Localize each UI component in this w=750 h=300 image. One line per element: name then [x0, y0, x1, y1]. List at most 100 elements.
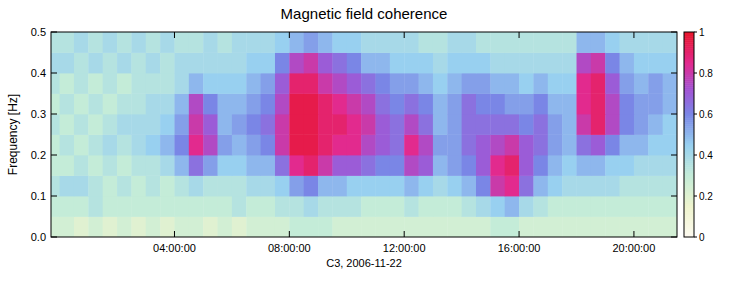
cell	[103, 32, 118, 53]
cell	[548, 94, 563, 115]
cell	[332, 73, 347, 94]
cell	[332, 53, 347, 74]
cell	[433, 94, 448, 115]
cell	[462, 155, 477, 176]
cell	[289, 114, 304, 135]
x-tick	[404, 231, 405, 237]
cell	[261, 176, 276, 197]
cell	[117, 196, 132, 217]
cell	[131, 135, 146, 156]
cell	[275, 94, 290, 115]
cell	[304, 73, 319, 94]
cell	[174, 217, 189, 238]
cell	[375, 53, 390, 74]
cell	[634, 73, 649, 94]
cell	[332, 135, 347, 156]
cell	[289, 217, 304, 238]
y-tick	[671, 155, 677, 156]
cell	[433, 73, 448, 94]
cell	[505, 217, 520, 238]
cell	[390, 73, 405, 94]
cell	[232, 135, 247, 156]
cell	[634, 217, 649, 238]
cell	[246, 73, 261, 94]
cell	[51, 32, 60, 53]
cell	[476, 53, 491, 74]
cell	[476, 196, 491, 217]
y-tick-label: 0.5	[31, 26, 46, 38]
cell	[189, 114, 204, 135]
cell	[562, 135, 577, 156]
cell	[562, 155, 577, 176]
cell	[117, 155, 132, 176]
cell	[51, 73, 60, 94]
cell	[620, 73, 635, 94]
x-tick-label: 08:00:00	[268, 242, 311, 254]
cell	[88, 94, 103, 115]
cell	[375, 73, 390, 94]
cell	[203, 53, 218, 74]
cell	[404, 53, 419, 74]
cell	[74, 155, 89, 176]
cell	[648, 217, 663, 238]
cell	[390, 94, 405, 115]
cell	[189, 94, 204, 115]
cell	[577, 53, 592, 74]
cell	[519, 217, 534, 238]
cell	[347, 114, 362, 135]
cell	[304, 94, 319, 115]
cell	[433, 196, 448, 217]
cell	[218, 217, 233, 238]
cell	[505, 176, 520, 197]
colorbar-tick	[694, 73, 697, 74]
cell	[648, 94, 663, 115]
cell	[361, 155, 376, 176]
cell	[275, 73, 290, 94]
cell	[634, 94, 649, 115]
cell	[318, 73, 333, 94]
cell	[490, 114, 505, 135]
cell	[361, 114, 376, 135]
cell	[246, 32, 261, 53]
cell	[332, 155, 347, 176]
cell	[462, 32, 477, 53]
cell	[88, 196, 103, 217]
cell	[433, 217, 448, 238]
y-tick	[51, 73, 57, 74]
cell	[648, 73, 663, 94]
cell	[605, 135, 620, 156]
cell	[634, 114, 649, 135]
cell	[663, 196, 677, 217]
cell	[591, 135, 606, 156]
cell	[519, 176, 534, 197]
cell	[548, 53, 563, 74]
cell	[174, 176, 189, 197]
cell	[577, 155, 592, 176]
cell	[577, 176, 592, 197]
cell	[146, 53, 161, 74]
x-tick	[404, 32, 405, 38]
cell	[174, 196, 189, 217]
colorbar-tick-label: 0.2	[699, 191, 713, 202]
cell	[232, 73, 247, 94]
cell	[289, 155, 304, 176]
cell	[476, 217, 491, 238]
cell	[404, 135, 419, 156]
cell	[433, 32, 448, 53]
cell	[505, 135, 520, 156]
cell	[318, 176, 333, 197]
cell	[533, 176, 548, 197]
plot-background	[51, 32, 677, 237]
cell	[648, 114, 663, 135]
cell	[648, 32, 663, 53]
y-tick	[51, 155, 57, 156]
cell	[189, 217, 204, 238]
cell	[318, 53, 333, 74]
cell	[174, 155, 189, 176]
x-tick	[289, 32, 290, 38]
cell	[203, 32, 218, 53]
cell	[390, 196, 405, 217]
x-tick-label: 16:00:00	[498, 242, 541, 254]
cell	[591, 94, 606, 115]
cell	[462, 135, 477, 156]
